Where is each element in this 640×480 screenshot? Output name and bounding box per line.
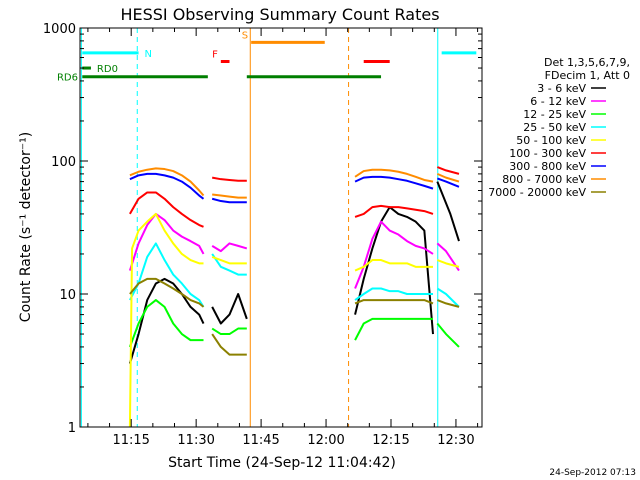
series-line — [354, 168, 434, 183]
legend-label: 7000 - 20000 keV — [488, 186, 586, 199]
x-tick-label: 12:15 — [372, 433, 409, 448]
series-line — [128, 212, 205, 271]
series-line — [354, 299, 434, 305]
legend-label: 50 - 100 keV — [516, 134, 586, 147]
series-line — [211, 255, 247, 265]
y-axis-label: Count Rate (s⁻¹ detector⁻¹) — [18, 132, 34, 322]
series-line — [354, 317, 433, 341]
series-line — [129, 191, 204, 228]
flag-label: RD6 — [57, 73, 78, 84]
legend-label: 25 - 50 keV — [523, 121, 586, 134]
series-line — [129, 172, 205, 200]
flag-label: F — [212, 49, 218, 60]
flag-label: S — [242, 30, 248, 41]
legend: Det 1,3,5,6,7,9,FDecim 1, Att 03 - 6 keV… — [488, 56, 630, 199]
flag-label: N — [145, 49, 152, 60]
series-line — [128, 277, 205, 364]
series-line — [436, 299, 460, 308]
series-line — [436, 181, 460, 242]
series-line — [129, 167, 205, 197]
legend-label: 100 - 300 keV — [509, 147, 586, 160]
series-line — [354, 206, 434, 335]
legend-label: 3 - 6 keV — [537, 82, 586, 95]
chart-title: HESSI Observing Summary Count Rates — [120, 5, 439, 24]
series-line — [211, 176, 247, 182]
axes: 1 10 100 1000 11:15 11:30 11:45 12:00 12:15 12:30 — [43, 22, 482, 448]
series-line — [436, 172, 460, 183]
legend-label: 800 - 7000 keV — [502, 173, 586, 186]
series-line — [354, 204, 434, 218]
series-line — [436, 242, 460, 272]
series-line — [128, 299, 204, 348]
legend-label: 12 - 25 keV — [523, 108, 586, 121]
series-line — [211, 197, 247, 204]
x-tick-label: 12:00 — [307, 433, 344, 448]
series-line — [354, 287, 433, 301]
y-tick-label: 1000 — [43, 22, 76, 37]
x-tick-label: 11:30 — [177, 433, 214, 448]
flag-label: RD0 — [97, 64, 118, 75]
plot-frame — [79, 27, 483, 428]
series-line — [436, 177, 460, 188]
series-line — [354, 259, 433, 272]
y-tick-label: 10 — [59, 288, 76, 303]
series-line — [436, 322, 460, 348]
series-line — [129, 242, 205, 308]
series-line — [212, 193, 247, 199]
series-line — [436, 259, 460, 268]
series-line — [211, 293, 248, 325]
legend-header: FDecim 1, Att 0 — [545, 69, 630, 82]
x-tick-label: 11:45 — [242, 433, 279, 448]
series-line — [211, 327, 247, 336]
plot-area: N RD0 RD6 S F — [57, 28, 483, 428]
x-tick-label: 12:30 — [437, 433, 474, 448]
series-line — [211, 242, 248, 253]
legend-label: 6 - 12 keV — [530, 95, 586, 108]
x-tick-label: 11:15 — [112, 433, 149, 448]
series-line — [211, 253, 247, 276]
y-tick-label: 1 — [68, 421, 76, 436]
series-line — [129, 277, 205, 308]
series-line — [128, 212, 204, 428]
x-axis-label: Start Time (24-Sep-12 11:04:42) — [168, 455, 396, 471]
series-line — [354, 175, 434, 190]
legend-label: 300 - 800 keV — [509, 160, 586, 173]
footer-date: 24-Sep-2012 07:13 — [549, 468, 636, 478]
series-line — [211, 333, 247, 356]
series-line — [354, 220, 434, 289]
series-line — [436, 287, 460, 308]
series-line — [436, 166, 460, 175]
legend-header: Det 1,3,5,6,7,9, — [544, 56, 630, 69]
y-tick-label: 100 — [51, 155, 76, 170]
